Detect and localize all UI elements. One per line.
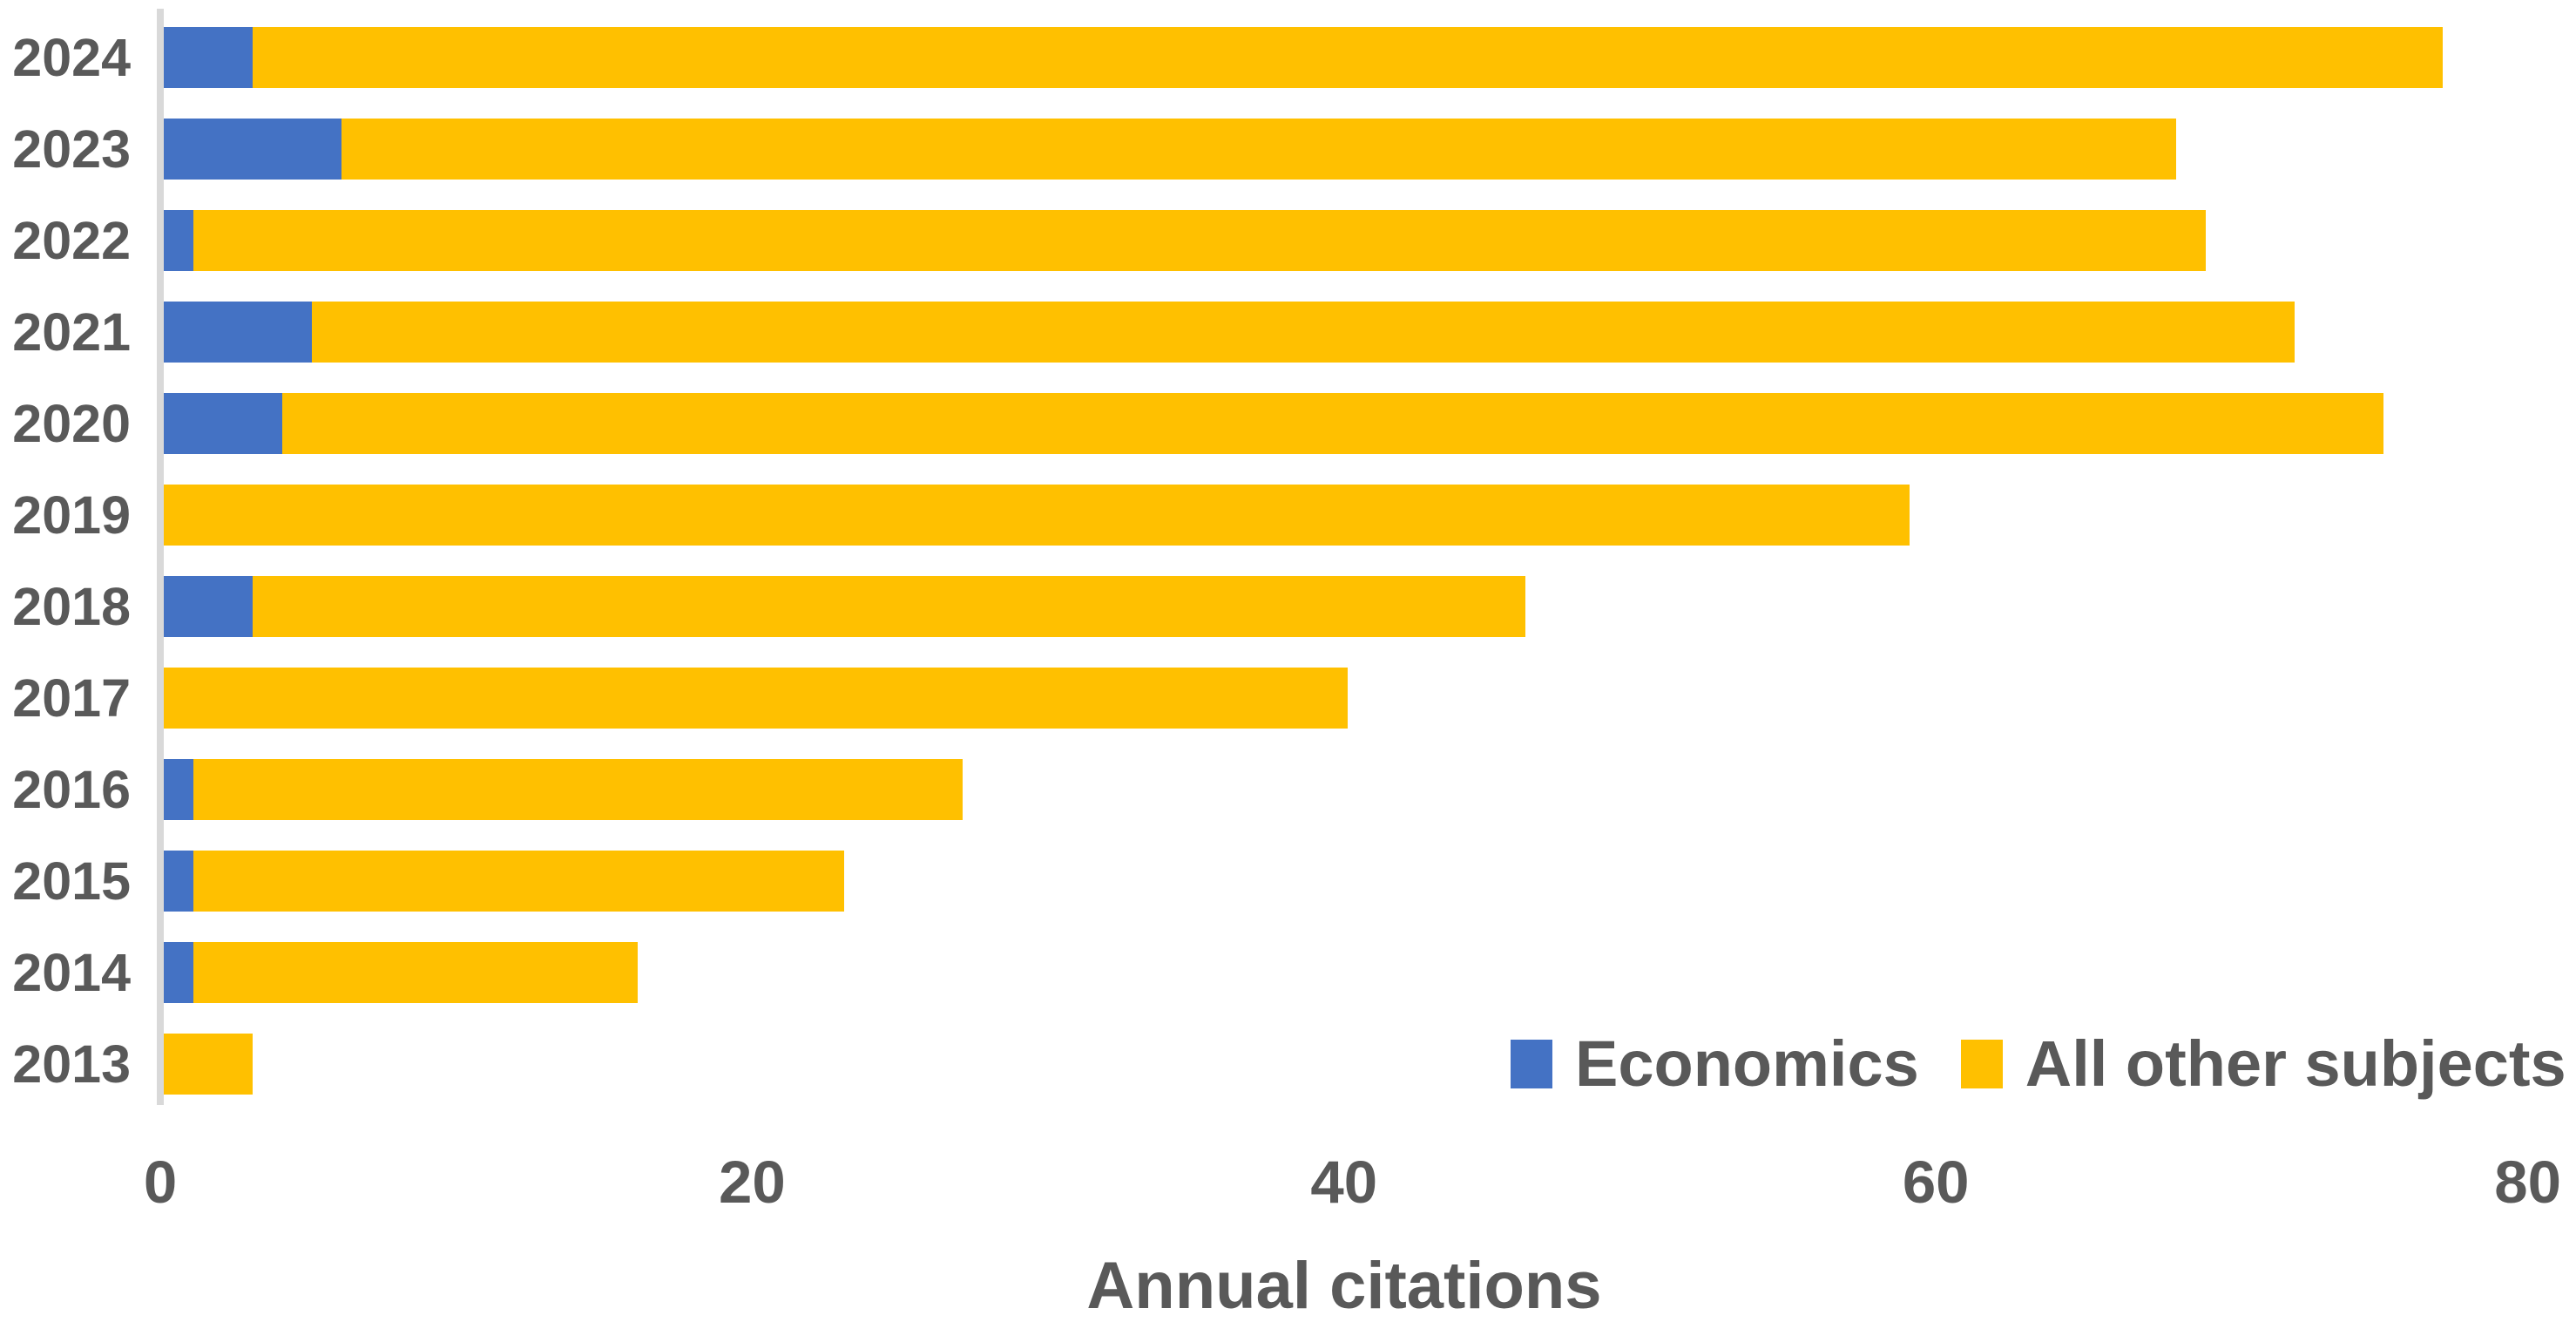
economics-bar-segment-2021	[164, 302, 312, 363]
y-axis-line	[157, 9, 164, 1105]
x-tick-label-20: 20	[719, 1149, 786, 1216]
category-label-2015: 2015	[12, 851, 131, 911]
all-other-subjects-bar-segment-2017	[164, 668, 1348, 729]
x-tick-label-40: 40	[1310, 1149, 1378, 1216]
category-label-2020: 2020	[12, 394, 131, 453]
economics-bar-segment-2023	[164, 119, 341, 180]
category-label-2024: 2024	[12, 28, 131, 87]
category-label-2023: 2023	[12, 119, 131, 179]
all-other-subjects-bar-segment-2024	[252, 27, 2443, 88]
legend-label: All other subjects	[2025, 1027, 2566, 1100]
economics-bar-segment-2016	[164, 759, 193, 820]
x-tick-label-0: 0	[143, 1149, 178, 1216]
category-label-2021: 2021	[12, 302, 131, 362]
category-label-2017: 2017	[12, 668, 131, 728]
x-tick-label-80: 80	[2494, 1149, 2561, 1216]
category-label-2018: 2018	[12, 577, 131, 636]
all-other-subjects-bar-segment-2018	[252, 576, 1525, 637]
legend-label: Economics	[1575, 1027, 1919, 1100]
legend-marker-icon	[1960, 1040, 2003, 1088]
x-tick-label-60: 60	[1902, 1149, 1970, 1216]
category-label-2014: 2014	[12, 943, 131, 1002]
economics-bar-segment-2022	[164, 210, 193, 271]
legend: Economics All other subjects	[1511, 1027, 2566, 1100]
all-other-subjects-bar-segment-2013	[164, 1034, 253, 1095]
economics-bar-segment-2018	[164, 576, 253, 637]
economics-bar-segment-2024	[164, 27, 253, 88]
legend-item-all-other-subjects: All other subjects	[1960, 1027, 2566, 1100]
all-other-subjects-bar-segment-2021	[311, 302, 2295, 363]
all-other-subjects-bar-segment-2016	[193, 759, 963, 820]
category-label-2022: 2022	[12, 211, 131, 270]
all-other-subjects-bar-segment-2014	[193, 942, 638, 1003]
economics-bar-segment-2015	[164, 851, 193, 912]
all-other-subjects-bar-segment-2022	[193, 210, 2206, 271]
all-other-subjects-bar-segment-2015	[193, 851, 845, 912]
economics-bar-segment-2014	[164, 942, 193, 1003]
x-axis-title: Annual citations	[1086, 1249, 1602, 1322]
legend-item-economics: Economics	[1511, 1032, 1919, 1096]
all-other-subjects-bar-segment-2023	[341, 119, 2176, 180]
economics-bar-segment-2020	[164, 393, 282, 454]
legend-marker-icon	[1511, 1040, 1552, 1088]
category-label-2013: 2013	[12, 1034, 131, 1094]
all-other-subjects-bar-segment-2020	[281, 393, 2383, 454]
category-label-2019: 2019	[12, 485, 131, 545]
all-other-subjects-bar-segment-2019	[164, 485, 1910, 546]
category-label-2016: 2016	[12, 760, 131, 819]
